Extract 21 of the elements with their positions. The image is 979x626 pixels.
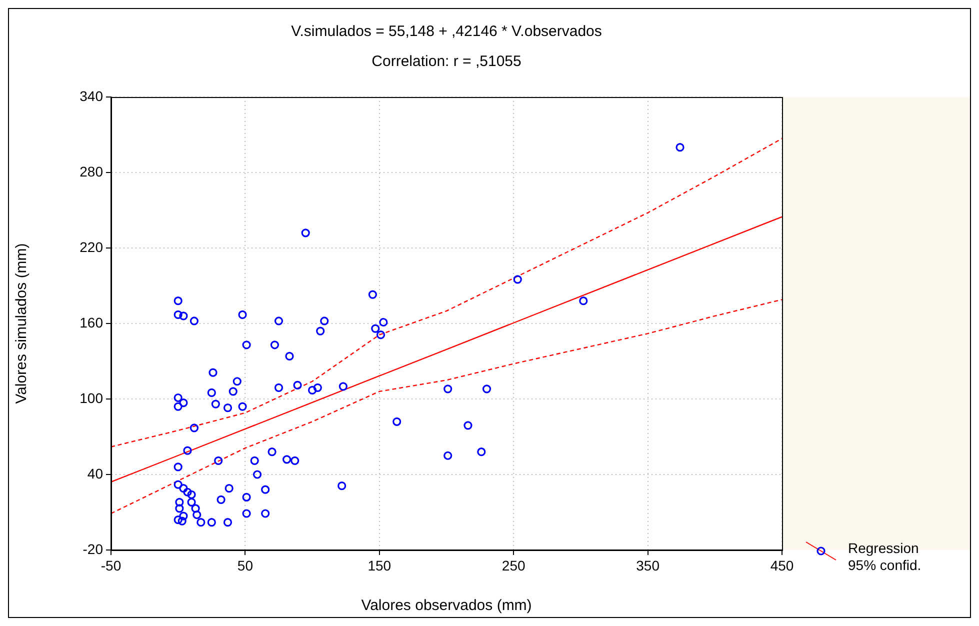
x-tick-label: -50 [100,557,122,574]
text: 95% confid. [848,556,922,573]
x-tick-label: 450 [770,557,794,574]
chart-title: V.simulados = 55,148 + ,42146 * V.observados [291,23,602,40]
y-tick-label: 220 [80,238,104,255]
y-tick-label: -20 [82,540,104,557]
line-series [111,138,782,448]
line-series [111,298,782,514]
y-axis-title: Valores simulados (mm) [13,243,30,404]
y-tick-label: 160 [80,314,104,330]
x-tick-label: 350 [636,557,660,574]
y-tick-label: 280 [80,163,104,180]
y-tick-label: 100 [80,390,104,406]
y-tick-label: 340 [80,88,104,104]
x-axis-title: Valores observados (mm) [361,597,532,614]
y-tick-label: 40 [87,465,104,482]
chart-subtitle: Correlation: r = ,51055 [372,53,522,70]
x-tick-label: 50 [237,557,254,574]
legend-label: Regression [848,540,919,556]
x-tick-label: 150 [368,557,392,574]
x-tick-label: 250 [502,557,526,574]
